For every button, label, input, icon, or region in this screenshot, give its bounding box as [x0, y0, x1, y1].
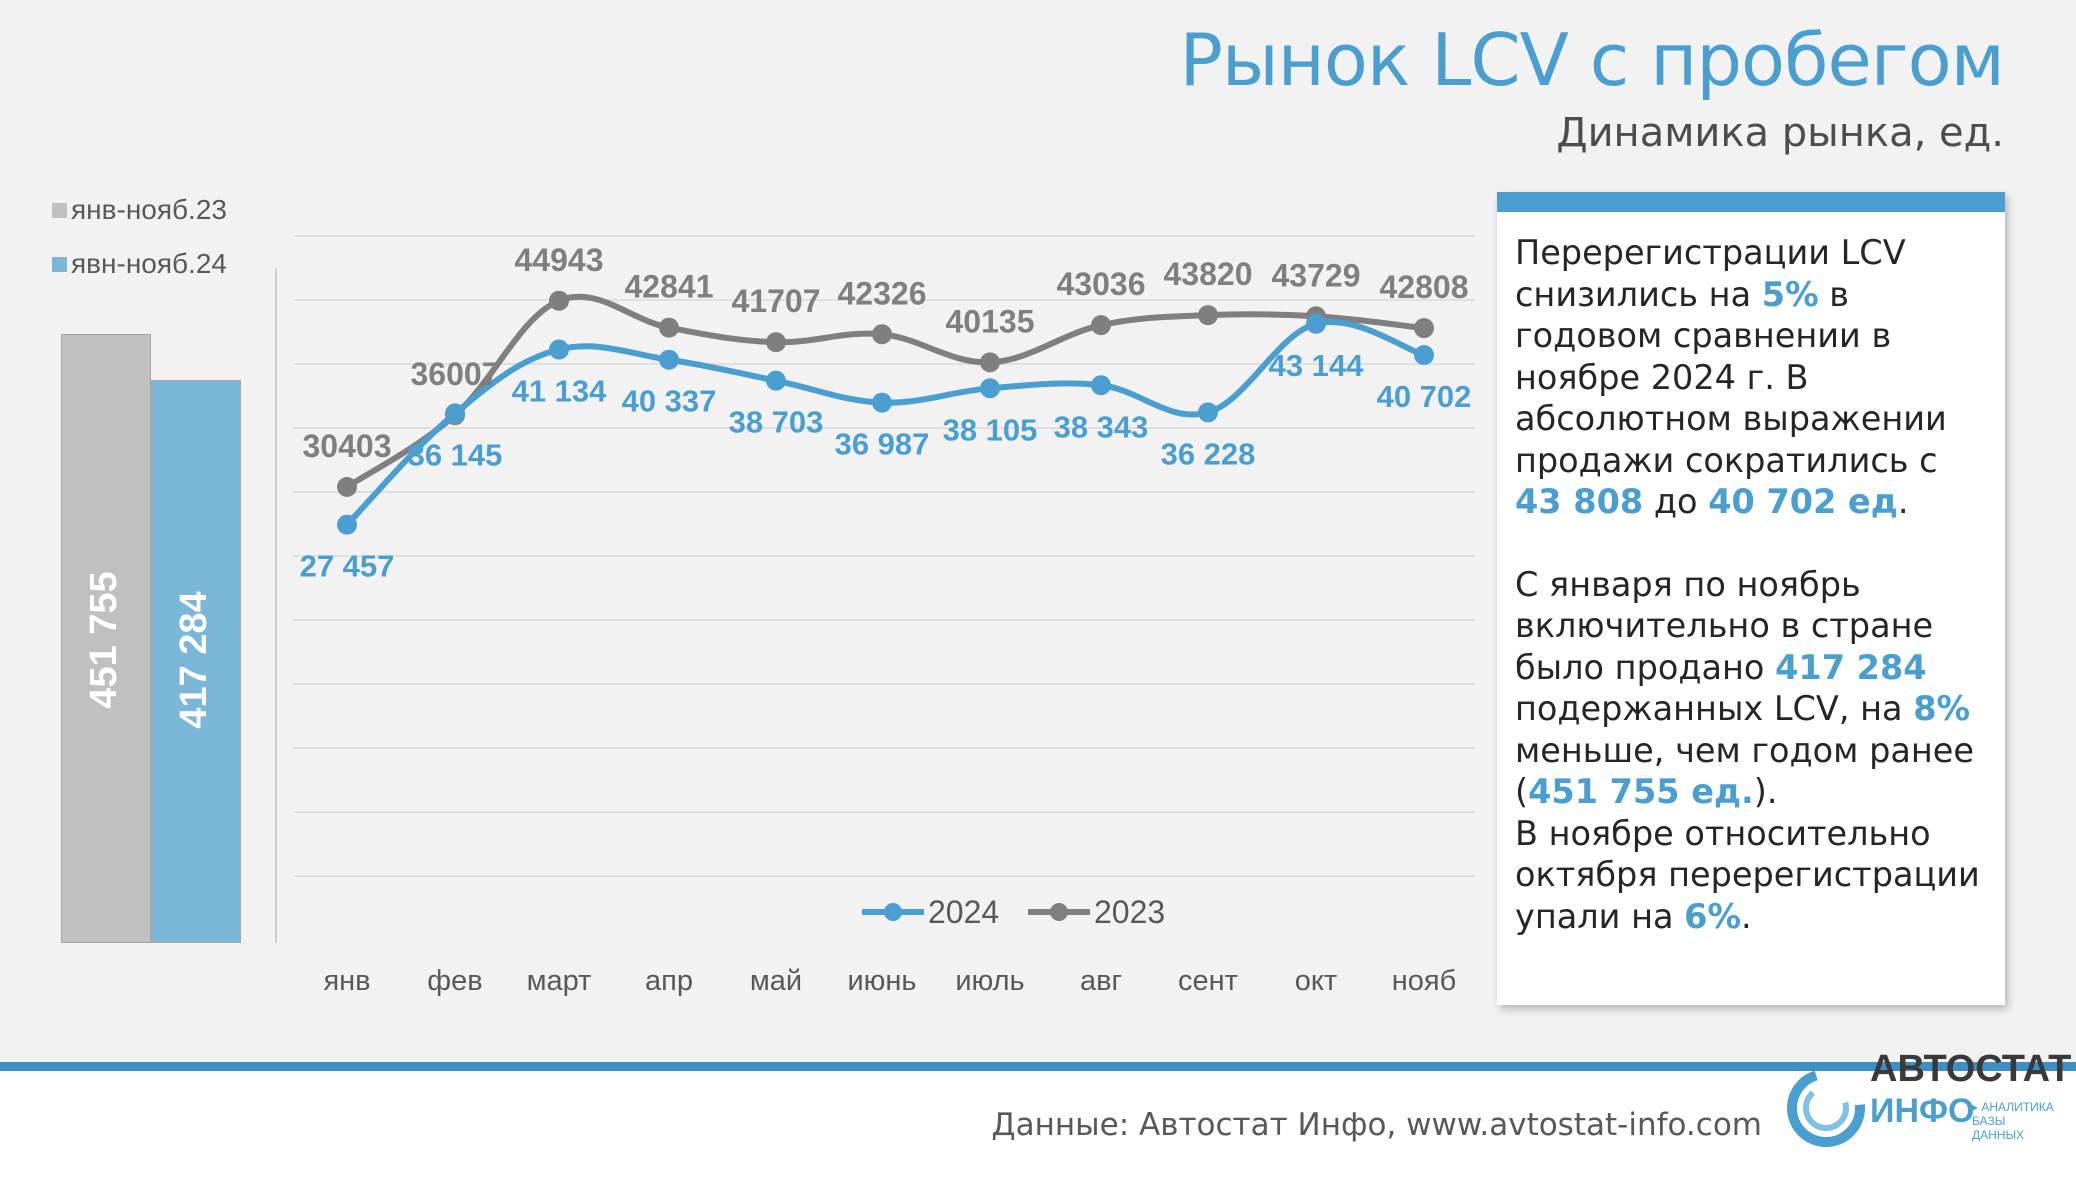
data-point-2024: [766, 370, 786, 391]
data-point-2023: [766, 332, 786, 353]
data-point-2023: [1198, 305, 1218, 326]
totals-legend-2024-label: явн-нояб.24: [71, 248, 227, 279]
data-label-2024: 38 105: [943, 412, 1038, 447]
data-point-2023: [659, 317, 679, 338]
data-point-2024: [1091, 375, 1111, 396]
legend-marker-2023: [1050, 903, 1068, 921]
data-label-2024: 36 145: [408, 437, 503, 472]
page-title: Рынок LCV с пробегом: [1179, 18, 2005, 102]
line-chart: 30403 36007 44943 42841 41707 42326 40135 43036…: [275, 235, 1475, 997]
data-label-2023: 44943: [515, 242, 604, 278]
legend-label-2023: 2023: [1094, 894, 1165, 930]
data-label-2024: 43 144: [1269, 348, 1365, 383]
data-source: Данные: Автостат Инфо, www.avtostat-info…: [991, 1107, 1762, 1143]
commentary-paragraph-3: В ноябре относительно октября перерегист…: [1515, 813, 1980, 936]
data-point-2024: [549, 339, 569, 360]
legend-swatch-2023: [52, 203, 67, 218]
x-tick-label: нояб: [1392, 965, 1456, 997]
logo-tagline: ▸ АНАЛИТИКА БАЗЫ ДАННЫХ: [1972, 1100, 2054, 1142]
data-label-2024: 41 134: [512, 374, 608, 409]
x-tick-label: июль: [955, 965, 1024, 997]
x-tick-label: апр: [645, 965, 693, 997]
data-point-2024: [1198, 402, 1218, 423]
totals-legend-2023-label: янв-нояб.23: [71, 194, 227, 225]
commentary-box-accent: [1497, 192, 2005, 212]
data-point-2024: [980, 378, 1000, 399]
data-label-2024: 36 228: [1161, 436, 1256, 471]
data-point-2024: [445, 403, 465, 424]
x-tick-label: янв: [323, 965, 370, 997]
x-tick-label: сент: [1178, 965, 1238, 997]
page-subtitle: Динамика рынка, ед.: [1556, 110, 2004, 156]
logo-line-1: АВТОСТАТ: [1870, 1048, 2072, 1090]
data-point-2024: [1414, 345, 1434, 366]
data-label-2024: 38 343: [1054, 409, 1149, 444]
legend-swatch-2024: [52, 257, 67, 272]
data-label-2024: 27 457: [300, 549, 395, 584]
data-point-2023: [1414, 318, 1434, 339]
data-label-2023: 42326: [838, 275, 927, 311]
commentary-text: Перерегистрации LCV снизились на 5% в го…: [1515, 232, 1991, 937]
commentary-paragraph-2: С января по ноябрь включительно в стране…: [1515, 564, 1975, 812]
x-tick-label: окт: [1295, 965, 1337, 997]
commentary-box: Перерегистрации LCV снизились на 5% в го…: [1497, 192, 2005, 1005]
totals-legend-2024: явн-нояб.24: [52, 248, 227, 280]
footer: Данные: Автостат Инфо, www.avtostat-info…: [0, 1062, 2076, 1180]
data-label-2023: 41707: [732, 283, 821, 319]
data-label-2023: 42841: [625, 269, 714, 305]
footer-divider: [0, 1062, 2076, 1071]
x-tick-label: март: [527, 965, 592, 997]
data-point-2024: [872, 392, 892, 413]
data-label-2024: 36 987: [835, 427, 930, 462]
logo-line-2: ИНФО: [1870, 1092, 1975, 1130]
data-point-2024: [337, 514, 357, 535]
data-label-2023: 36007: [411, 356, 500, 392]
x-tick-label: авг: [1080, 965, 1122, 997]
total-bar-2024: [151, 380, 241, 943]
data-label-2024: 40 702: [1377, 379, 1472, 414]
x-tick-label: май: [750, 965, 802, 997]
data-label-2024: 38 703: [729, 405, 824, 440]
data-label-2023: 43729: [1272, 257, 1361, 293]
totals-legend-2023: янв-нояб.23: [52, 194, 227, 226]
data-label-2023: 40135: [946, 303, 1035, 339]
data-point-2023: [549, 290, 569, 311]
data-label-2023: 42808: [1380, 269, 1469, 305]
data-point-2023: [872, 324, 892, 345]
data-point-2024: [1306, 313, 1326, 334]
logo-swirl-icon: [1787, 1069, 1865, 1147]
legend-label-2024: 2024: [928, 894, 999, 930]
legend-marker-2024: [884, 903, 902, 921]
x-tick-label: июнь: [847, 965, 916, 997]
data-point-2024: [659, 349, 679, 370]
avtostat-logo: АВТОСТАТ ИНФО ▸ АНАЛИТИКА БАЗЫ ДАННЫХ: [1786, 1048, 2071, 1168]
data-label-2024: 40 337: [622, 384, 717, 419]
total-bar-2023: [61, 334, 151, 943]
commentary-paragraph-1: Перерегистрации LCV снизились на 5% в го…: [1515, 233, 1947, 521]
data-label-2023: 43036: [1057, 266, 1146, 302]
data-point-2023: [337, 476, 357, 497]
data-label-2023: 30403: [303, 428, 392, 464]
x-tick-label: фев: [427, 965, 482, 997]
data-point-2023: [1091, 315, 1111, 336]
data-label-2023: 43820: [1164, 256, 1253, 292]
data-point-2023: [980, 352, 1000, 373]
